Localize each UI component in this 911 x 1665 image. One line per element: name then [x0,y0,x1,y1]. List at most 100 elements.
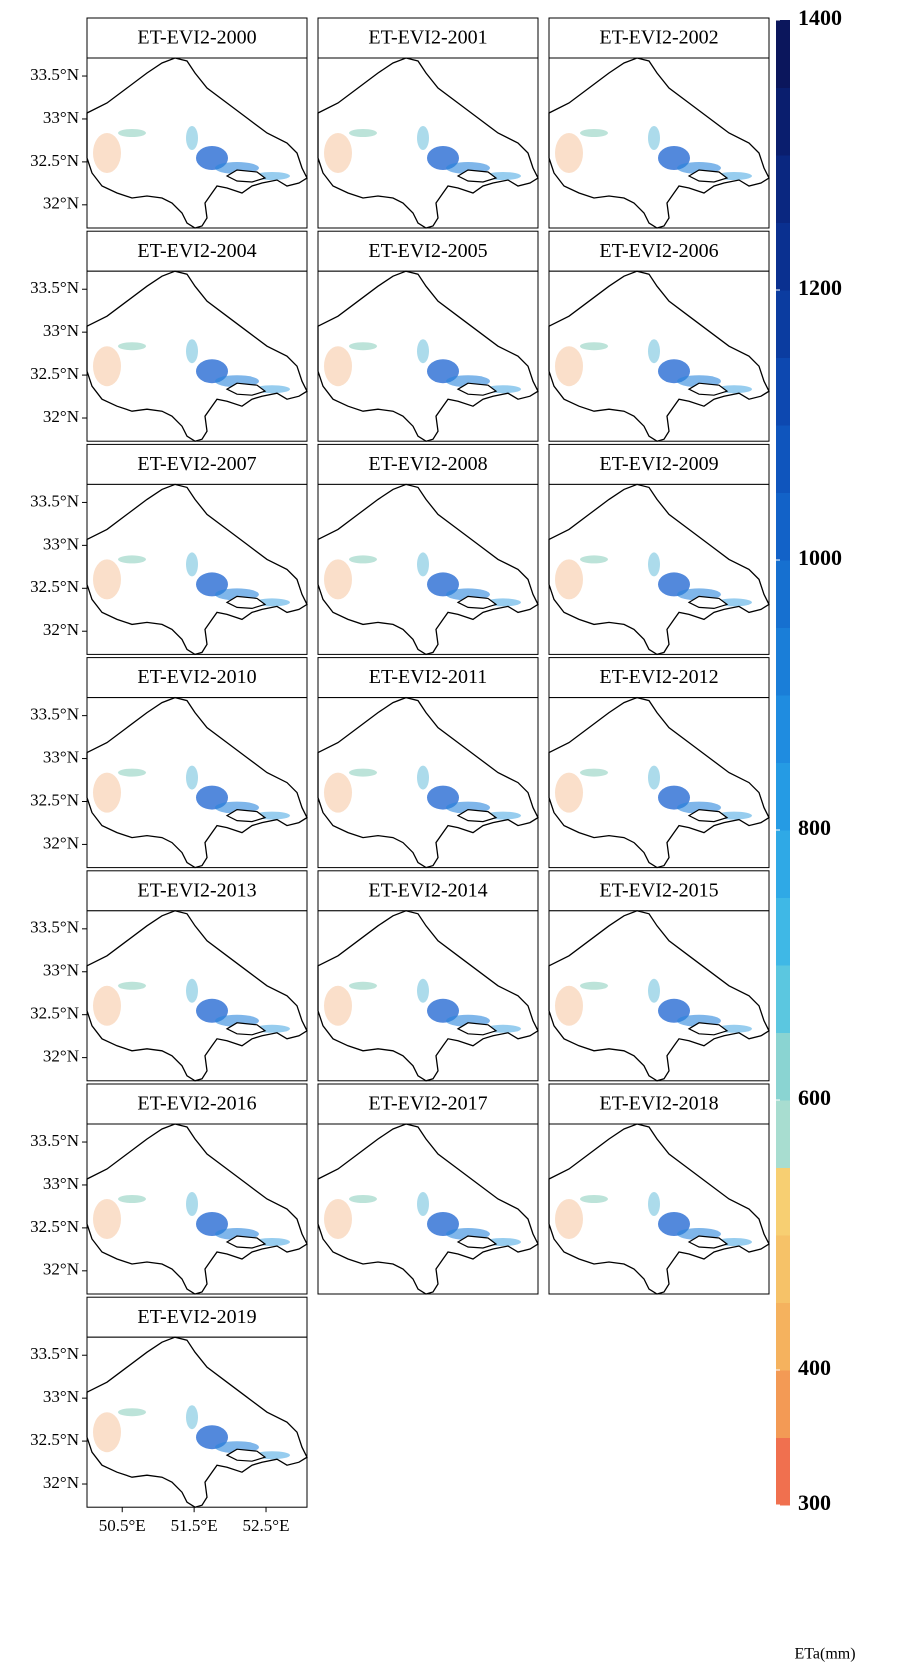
lat-label: 32°N [43,833,79,852]
lat-label: 32.5°N [30,790,79,809]
colorbar-band [776,1370,790,1438]
colorbar-band [776,1302,790,1371]
map-panel: ET-EVI2-2002 [548,17,770,229]
lat-label: 33°N [43,747,79,766]
colorbar-band [776,290,790,358]
panel-title: ET-EVI2-2018 [599,1093,718,1115]
map-panel: ET-EVI2-2019 33.5°N 33°N 32.5°N 32°N 50.5°E 51… [30,1296,308,1535]
panel-title: ET-EVI2-2007 [137,453,256,475]
colorbar-band [776,627,790,696]
lat-label: 33.5°N [30,705,79,724]
map-panel: ET-EVI2-2011 [317,657,539,869]
colorbar-tick-label: 1400 [798,5,842,30]
lat-label: 32.5°N [30,151,79,170]
colorbar-band [776,560,790,628]
map-panel: ET-EVI2-2001 [317,17,539,229]
colorbar-band [776,897,790,966]
title-box [86,17,308,59]
lat-label: 32.5°N [30,1430,79,1449]
colorbar-band [776,87,790,156]
map-panel: ET-EVI2-2004 33.5°N 33°N 32.5°N 32°N [30,230,308,442]
colorbar-tick-label: 1000 [798,545,842,570]
colorbar: 300 400 600 800 1000 1200 1400 [776,5,842,1515]
lat-label: 33°N [43,961,79,980]
lat-label: 32°N [43,1473,79,1492]
map-panel: ET-EVI2-2012 [548,657,770,869]
colorbar-band [776,492,790,561]
colorbar-band [776,20,790,88]
panel-title: ET-EVI2-2006 [599,240,718,262]
map-panel: ET-EVI2-2009 [548,443,770,656]
title-box [317,1083,539,1125]
colorbar-band [776,1100,790,1168]
title-box [548,17,770,59]
panel-title: ET-EVI2-2015 [599,879,718,901]
lat-label: 32°N [43,194,79,213]
lat-label: 33.5°N [30,1344,79,1363]
panel-title: ET-EVI2-2004 [137,240,256,262]
panel-title: ET-EVI2-2001 [368,27,487,49]
lat-label: 33.5°N [30,918,79,937]
panel-title: ET-EVI2-2005 [368,240,487,262]
title-box [86,657,308,699]
title-box [86,1083,308,1125]
colorbar-band [776,695,790,763]
lat-label: 33°N [43,108,79,127]
lat-label: 32°N [43,407,79,426]
panel-title: ET-EVI2-2011 [369,666,488,688]
map-panel: ET-EVI2-2006 [548,230,770,442]
title-box [317,870,539,912]
lat-label: 32°N [43,620,79,639]
panel-title: ET-EVI2-2016 [137,1093,256,1115]
colorbar-tick-label: 800 [798,815,831,840]
map-panel: ET-EVI2-2016 33.5°N 33°N 32.5°N 32°N [30,1083,308,1295]
title-box [548,230,770,272]
colorbar-tick-label: 1200 [798,275,842,300]
lat-label: 32.5°N [30,1217,79,1236]
lat-label: 32°N [43,1047,79,1066]
title-box [86,230,308,272]
colorbar-band [776,965,790,1033]
panel-title: ET-EVI2-2009 [599,453,718,475]
colorbar-band [776,357,790,426]
title-box [317,657,539,699]
lat-label: 33°N [43,1174,79,1193]
panels: ET-EVI2-200033.5°N33°N32.5°N32°NET-EVI2-… [30,17,770,1535]
panel-title: ET-EVI2-2010 [137,666,256,688]
colorbar-band [776,762,790,831]
panel-title: ET-EVI2-2000 [137,27,256,49]
title-box [548,870,770,912]
lat-label: 32.5°N [30,364,79,383]
panel-title: ET-EVI2-2008 [368,453,487,475]
map-panel: ET-EVI2-2015 [548,870,770,1082]
panel-title: ET-EVI2-2014 [368,879,487,901]
map-panel: ET-EVI2-2007 33.5°N 33°N 32.5°N 32°N [30,443,308,656]
colorbar-label: ETa(mm) [794,1646,855,1663]
map-panel: ET-EVI2-2018 [548,1083,770,1295]
lon-label: 50.5°E [99,1516,146,1535]
lon-label: 51.5°E [171,1516,218,1535]
colorbar-tick-label: 600 [798,1085,831,1110]
lat-label: 33.5°N [30,278,79,297]
lat-label: 33.5°N [30,1131,79,1150]
panel-title: ET-EVI2-2019 [137,1306,256,1328]
title-box [548,657,770,699]
colorbar-band [776,222,790,291]
lat-label: 33°N [43,1387,79,1406]
colorbar-tick-label: 400 [798,1355,831,1380]
map-panel: ET-EVI2-2017 [317,1083,539,1295]
map-panel: ET-EVI2-2014 [317,870,539,1082]
colorbar-band [776,830,790,898]
lat-label: 33.5°N [30,65,79,84]
lat-label: 33.5°N [30,491,79,510]
panel-title: ET-EVI2-2017 [368,1093,487,1115]
title-box [86,870,308,912]
map-panel: ET-EVI2-2005 [317,230,539,442]
map-panel: ET-EVI2-2008 [317,443,539,656]
colorbar-band [776,1167,790,1236]
panel-title: ET-EVI2-2012 [599,666,718,688]
colorbar-band [776,1032,790,1101]
lat-label: 33°N [43,321,79,340]
colorbar-band [776,1235,790,1303]
colorbar-tick-label: 300 [798,1490,831,1515]
